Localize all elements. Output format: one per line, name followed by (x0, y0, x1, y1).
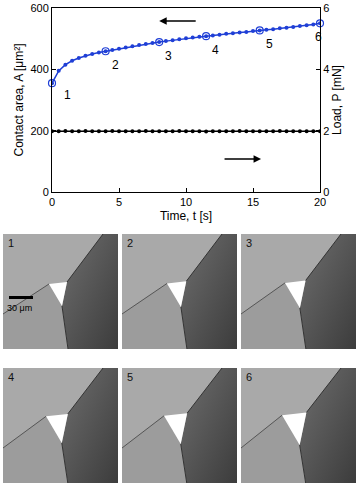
svg-text:200: 200 (30, 125, 48, 137)
svg-text:6: 6 (315, 30, 322, 44)
svg-text:0: 0 (43, 186, 49, 198)
svg-text:5: 5 (116, 196, 122, 208)
svg-text:2: 2 (112, 58, 119, 72)
svg-text:Contact area, A [μm²]: Contact area, A [μm²] (12, 44, 26, 157)
svg-text:5: 5 (127, 371, 133, 383)
svg-text:0: 0 (323, 186, 329, 198)
svg-text:Time, t [s]: Time, t [s] (160, 209, 212, 223)
svg-text:30 μm: 30 μm (7, 303, 32, 313)
svg-text:6: 6 (323, 2, 329, 14)
svg-text:1: 1 (64, 88, 71, 102)
svg-text:3: 3 (165, 49, 172, 63)
svg-text:2: 2 (323, 125, 329, 137)
svg-text:10: 10 (180, 196, 192, 208)
svg-text:5: 5 (266, 37, 273, 51)
svg-text:400: 400 (30, 63, 48, 75)
svg-text:4: 4 (212, 43, 219, 57)
svg-text:15: 15 (247, 196, 259, 208)
svg-text:4: 4 (323, 63, 329, 75)
svg-text:1: 1 (8, 237, 14, 249)
svg-text:Load, P [mN]: Load, P [mN] (330, 65, 344, 135)
svg-text:600: 600 (30, 2, 48, 14)
svg-text:6: 6 (246, 371, 252, 383)
svg-text:3: 3 (246, 237, 252, 249)
svg-text:2: 2 (127, 237, 133, 249)
svg-text:0: 0 (49, 196, 55, 208)
svg-text:4: 4 (8, 371, 14, 383)
svg-text:20: 20 (314, 196, 326, 208)
